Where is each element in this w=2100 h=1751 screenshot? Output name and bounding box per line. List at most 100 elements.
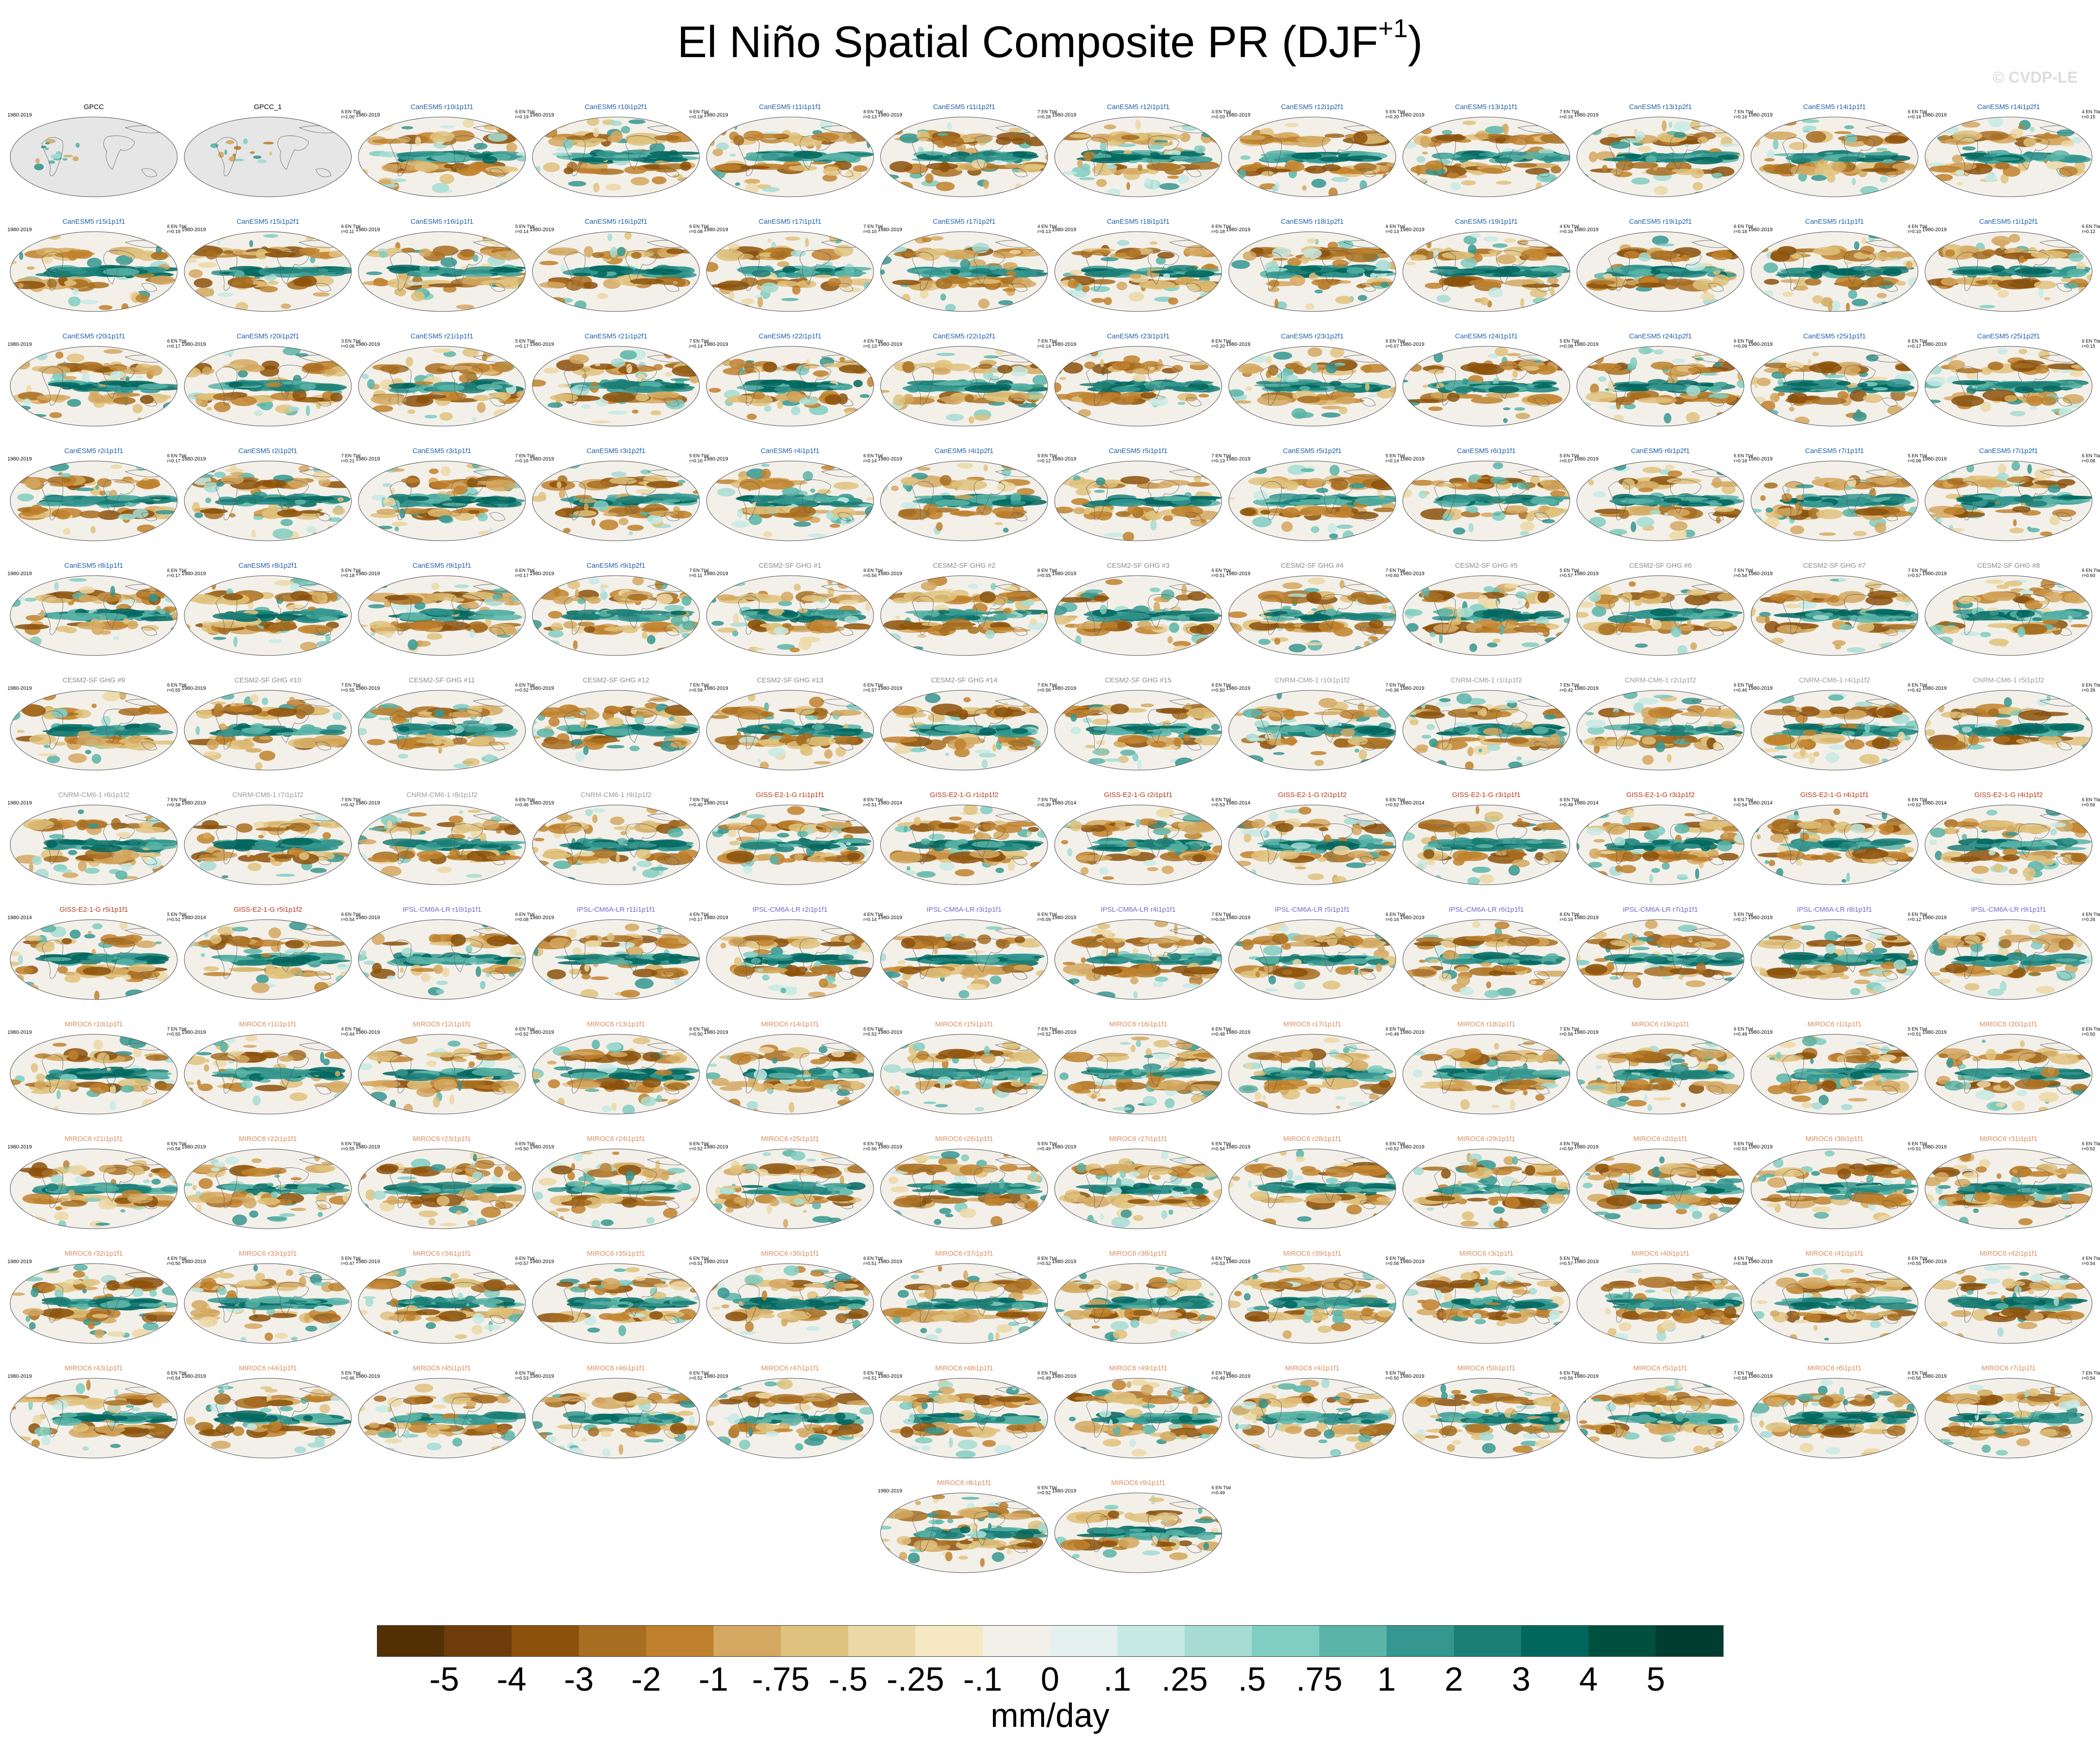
panel-years: 1980-2019 (704, 342, 728, 347)
composite-map (1576, 1263, 1744, 1344)
panel-stat: 6 EN Ttal r=0.52 (689, 1371, 709, 1381)
panel-years: 1980-2019 (878, 1030, 902, 1035)
panel-stat: 6 EN Ttal r=0.48 (1560, 798, 1579, 808)
panel-years: 1980-2014 (7, 915, 32, 921)
map-panel: CanESM5 r11i1p1f1 1980-2019 8 EN Ttal r=0.… (704, 103, 883, 199)
panel-years: 1980-2019 (878, 686, 902, 691)
panel-title: CNRM-CM6-1 r6i1p1f2 (58, 791, 130, 799)
colorbar-segment (781, 1625, 849, 1657)
map-panel: CanESM5 r7i1p1f1 1980-2019 5 EN Ttal r=0.0… (1748, 447, 1927, 543)
colorbar-segment (915, 1625, 983, 1657)
map-panel: MIROC6 r50i1p1f1 1980-2019 6 EN Ttal r=0.5… (1400, 1364, 1579, 1460)
panel-title: MIROC6 r12i1p1f1 (413, 1020, 471, 1028)
map-panel: MIROC6 r44i1p1f1 1980-2019 5 EN Ttal r=0.4… (181, 1364, 361, 1460)
map-panel: MIROC6 r9i1p1f1 1980-2019 6 EN Ttal r=0.49 (1052, 1479, 1231, 1575)
panel-years: 1980-2019 (1226, 227, 1251, 233)
map-panel: CanESM5 r2i1p1f1 1980-2019 6 EN Ttal r=0.1… (7, 447, 187, 543)
panel-years: 1980-2019 (181, 456, 206, 462)
panel-years: 1980-2019 (1922, 227, 1947, 233)
panel-stat: 6 EN Ttal r=0.52 (1037, 1256, 1057, 1266)
panel-years: 1980-2019 (181, 1144, 206, 1150)
panel-title: CanESM5 r12i1p2f1 (1281, 103, 1344, 111)
composite-map (532, 804, 700, 885)
panel-stat: 6 EN Ttal r=0.54 (1212, 1141, 1231, 1152)
composite-map (1576, 919, 1744, 1000)
colorbar-segment (713, 1625, 781, 1657)
composite-map (184, 1378, 352, 1459)
colorbar-segment (1319, 1625, 1387, 1657)
colorbar-segment (1521, 1625, 1589, 1657)
panel-stat: 6 EN Ttal r=0.42 (1908, 683, 1927, 693)
composite-map (1402, 1378, 1570, 1459)
composite-map (706, 1148, 874, 1229)
panel-years: 1980-2019 (1052, 1374, 1076, 1379)
panel-title: CESM2-SF GHG #3 (1107, 562, 1170, 570)
composite-map (358, 346, 526, 427)
panel-title: MIROC6 r40i1p1f1 (1631, 1250, 1690, 1258)
panel-stat: 7 EN Ttal r=0.60 (1386, 568, 1405, 578)
panel-title: IPSL-CM6A-LR r3i1p1f1 (927, 906, 1002, 914)
panel-title: GISS-E2-1-G r4i1p1f2 (1974, 791, 2043, 799)
panel-years: 1980-2019 (878, 571, 902, 577)
panel-stat: 6 EN Ttal r=0.50 (515, 1141, 535, 1152)
panel-stat: 6 EN Ttal r=0.49 (1212, 1371, 1231, 1381)
panel-stat: 6 EN Ttal r=0.07 (1386, 339, 1405, 349)
panel-years: 1980-2019 (1922, 1144, 1947, 1150)
panel-stat: 7 EN Ttal r=0.16 (515, 454, 535, 464)
panel-stat: 7 EN Ttal r=0.54 (1734, 568, 1753, 578)
panel-title: MIROC6 r23i1p1f1 (413, 1135, 471, 1143)
panel-title: CanESM5 r25i1p1f1 (1803, 332, 1866, 340)
panel-title: CanESM5 r12i1p1f1 (1107, 103, 1170, 111)
composite-map (1054, 1492, 1222, 1573)
panel-title: CESM2-SF GHG #10 (234, 676, 301, 684)
panel-years: 1980-2019 (530, 1374, 554, 1379)
panel-title: CanESM5 r22i1p2f1 (933, 332, 996, 340)
panel-years: 1980-2019 (356, 1144, 380, 1150)
panel-years: 1980-2019 (1748, 1144, 1773, 1150)
panel-years: 1980-2019 (1052, 112, 1076, 118)
panel-title: CanESM5 r21i1p2f1 (584, 332, 648, 340)
map-panel: MIROC6 r29i1p1f1 1980-2019 4 EN Ttal r=0.5… (1400, 1135, 1579, 1231)
panel-years: 1980-2019 (1400, 571, 1425, 577)
panel-years: 1980-2019 (1052, 1259, 1076, 1265)
panel-stat: 7 EN Ttal r=0.59 (689, 683, 709, 693)
panel-title: MIROC6 r10i1p1f1 (65, 1020, 123, 1028)
panel-stat: 4 EN Ttal r=0.13 (863, 339, 883, 349)
panel-years: 1980-2019 (1400, 456, 1425, 462)
map-panel: GISS-E2-1-G r3i1p1f1 1980-2014 6 EN Ttal r… (1400, 791, 1579, 887)
panel-title: MIROC6 r49i1p1f1 (1109, 1364, 1167, 1372)
composite-map (706, 690, 874, 771)
colorbar-segment (1454, 1625, 1522, 1657)
panel-stat: 5 EN Ttal r=0.27 (1734, 912, 1753, 922)
panel-title: MIROC6 r26i1p1f1 (935, 1135, 993, 1143)
panel-years: 1980-2019 (1748, 686, 1773, 691)
panel-title: CanESM5 r9i1p2f1 (586, 562, 646, 570)
composite-map (1054, 804, 1222, 885)
panel-years: 1980-2019 (1400, 1259, 1425, 1265)
panel-years: 1980-2019 (530, 686, 554, 691)
colorbar-tick-label: -2 (631, 1661, 661, 1698)
map-panel: MIROC6 r43i1p1f1 1980-2019 6 EN Ttal r=0.5… (7, 1364, 187, 1460)
composite-map (1576, 1378, 1744, 1459)
panel-stat: 4 EN Ttal r=0.50 (1560, 1141, 1579, 1152)
panel-stat: 4 EN Ttal r=0.13 (1037, 224, 1057, 234)
map-panel: CESM2-SF GHG #1 1980-2019 9 EN Ttal r=0.56 (704, 562, 883, 657)
map-panel: MIROC6 r13i1p1f1 1980-2019 6 EN Ttal r=0.5… (530, 1020, 709, 1116)
panel-stat: 6 EN Ttal r=0.09 (1037, 912, 1057, 922)
colorbar-segment (1252, 1625, 1320, 1657)
map-panel: MIROC6 r26i1p1f1 1980-2019 5 EN Ttal r=0.4… (878, 1135, 1057, 1231)
map-panel: CanESM5 r18i1p1f1 1980-2019 6 EN Ttal r=0.… (1052, 218, 1231, 313)
panel-title: GISS-E2-1-G r1i1p1f1 (756, 791, 824, 799)
panel-years: 1980-2019 (1748, 1374, 1773, 1379)
panel-title: CanESM5 r8i1p1f1 (64, 562, 123, 570)
panel-title: CanESM5 r11i1p1f1 (759, 103, 821, 111)
panel-years: 1980-2019 (356, 342, 380, 347)
panel-years: 1980-2019 (1574, 112, 1599, 118)
panel-years: 1980-2019 (530, 227, 554, 233)
map-panel: MIROC6 r28i1p1f1 1980-2019 6 EN Ttal r=0.5… (1226, 1135, 1405, 1231)
composite-map (1750, 575, 1919, 656)
map-panel: MIROC6 r36i1p1f1 1980-2019 6 EN Ttal r=0.5… (704, 1250, 883, 1345)
panel-title: CanESM5 r2i1p1f1 (64, 447, 123, 455)
panel-title: IPSL-CM6A-LR r6i1p1f1 (1449, 906, 1524, 914)
panel-years: 1980-2019 (1922, 915, 1947, 921)
